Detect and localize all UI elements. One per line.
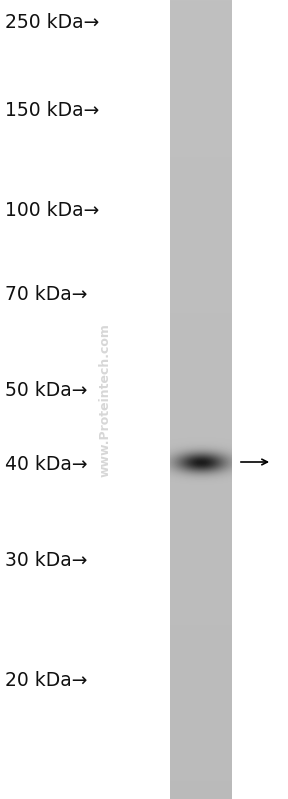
Text: 100 kDa→: 100 kDa→: [5, 201, 99, 220]
Text: 70 kDa→: 70 kDa→: [5, 285, 88, 304]
Text: 40 kDa→: 40 kDa→: [5, 455, 88, 475]
Text: 30 kDa→: 30 kDa→: [5, 551, 88, 570]
Text: 50 kDa→: 50 kDa→: [5, 380, 88, 400]
Text: 250 kDa→: 250 kDa→: [5, 13, 99, 31]
Text: 20 kDa→: 20 kDa→: [5, 670, 88, 690]
Text: 150 kDa→: 150 kDa→: [5, 101, 99, 120]
Text: www.Proteintech.com: www.Proteintech.com: [98, 323, 111, 477]
